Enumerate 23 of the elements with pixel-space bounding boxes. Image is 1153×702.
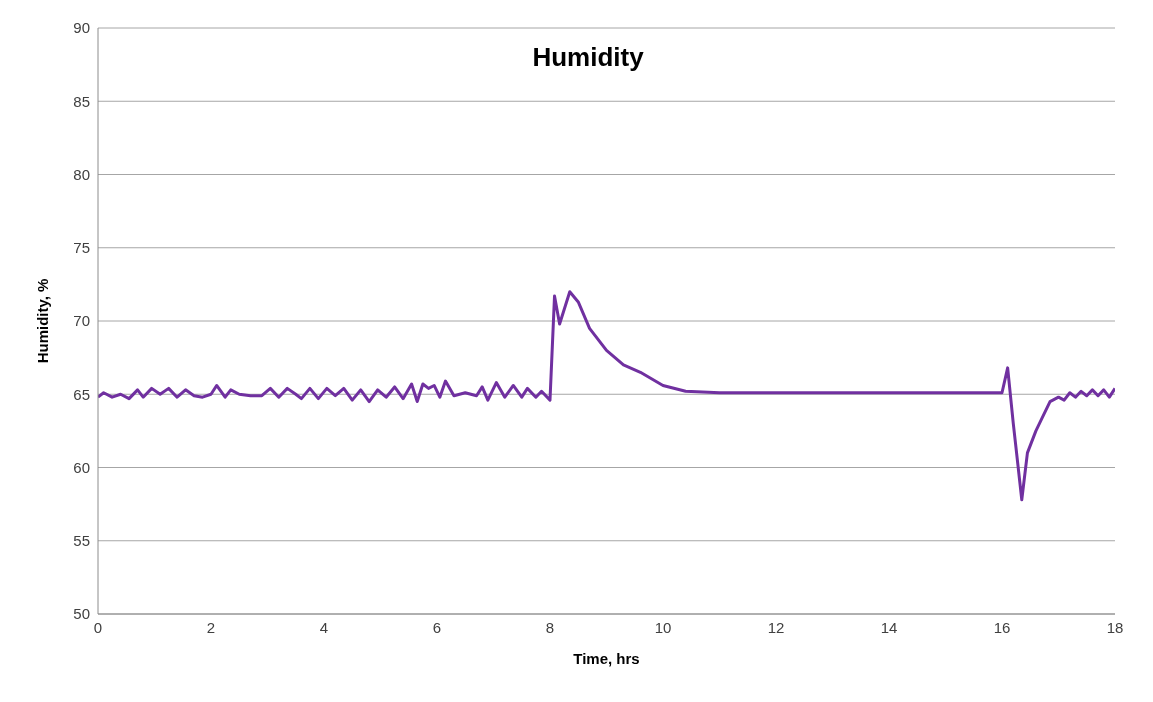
y-axis-title: Humidity, %	[34, 278, 52, 364]
x-tick-label: 16	[993, 618, 1011, 636]
y-tick-label: 50	[73, 605, 90, 623]
y-tick-label: 55	[73, 532, 90, 550]
y-tick-label: 70	[73, 312, 90, 330]
y-tick-label: 65	[73, 385, 90, 403]
y-tick-label: 60	[73, 458, 90, 476]
x-tick-label: 6	[432, 618, 442, 636]
y-tick-label: 75	[73, 239, 90, 257]
x-tick-label: 14	[880, 618, 898, 636]
x-tick-label: 0	[93, 618, 103, 636]
line-series	[98, 290, 1115, 502]
x-tick-label: 18	[1106, 618, 1124, 636]
y-tick-label: 85	[73, 92, 90, 110]
x-tick-label: 8	[545, 618, 555, 636]
y-tick-label: 90	[73, 19, 90, 37]
y-tick-label: 80	[73, 165, 90, 183]
text: Humidity	[532, 42, 645, 72]
x-tick-label: 2	[206, 618, 216, 636]
x-tick-label: 10	[654, 618, 672, 636]
x-axis-title: Time, hrs	[573, 650, 640, 667]
x-tick-label: 4	[319, 618, 329, 636]
x-tick-label: 12	[767, 618, 785, 636]
